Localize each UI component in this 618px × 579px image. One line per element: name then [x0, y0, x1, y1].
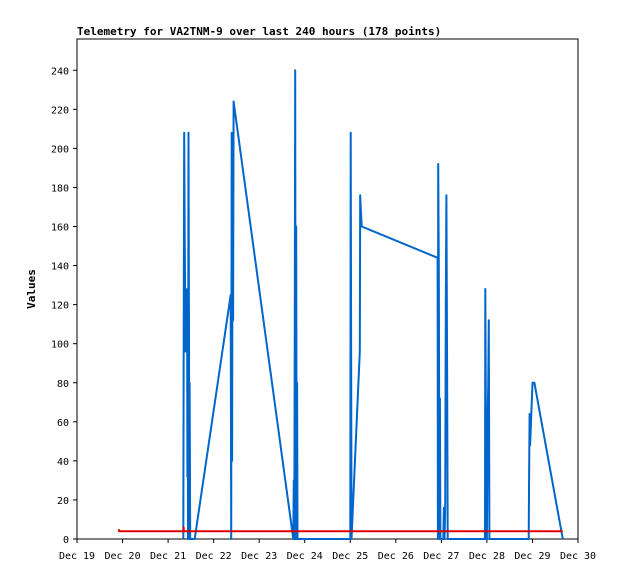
y-tick-label: 0 — [63, 535, 69, 546]
y-tick-label: 180 — [51, 183, 69, 194]
series-line-1 — [117, 526, 563, 533]
series-layer — [117, 69, 564, 540]
chart-title: Telemetry for VA2TNM-9 over last 240 hou… — [77, 25, 441, 38]
x-tick-label: Dec 23 — [241, 551, 277, 562]
x-tick-label: Dec 27 — [423, 551, 459, 562]
x-tick-label: Dec 26 — [378, 551, 414, 562]
x-axis-ticks: Dec 19 Dec 20 Dec 21 Dec 22 Dec 23 Dec 24 Dec … — [59, 539, 596, 562]
y-tick-label: 80 — [57, 379, 69, 390]
series-line-0 — [182, 69, 564, 540]
y-tick-label: 40 — [57, 457, 69, 468]
y-tick-label: 100 — [51, 340, 69, 351]
y-tick-label: 60 — [57, 418, 69, 429]
y-tick-label: 20 — [57, 496, 69, 507]
y-tick-label: 240 — [51, 66, 69, 77]
x-tick-label: Dec 30 — [560, 551, 596, 562]
x-tick-label: Dec 21 — [150, 551, 186, 562]
plot-frame — [76, 38, 579, 540]
x-tick-label: Dec 25 — [332, 551, 368, 562]
x-tick-label: Dec 29 — [514, 551, 550, 562]
y-tick-label: 140 — [51, 262, 69, 273]
x-tick-label: Dec 28 — [469, 551, 505, 562]
y-tick-label: 120 — [51, 301, 69, 312]
y-tick-label: 220 — [51, 105, 69, 116]
x-tick-label: Dec 20 — [104, 551, 140, 562]
y-axis-ticks: 0 20 40 60 80 100 120 140 160 180 200 220 240 — [51, 66, 77, 546]
x-tick-label: Dec 24 — [287, 551, 323, 562]
x-tick-label: Dec 19 — [59, 551, 95, 562]
y-tick-label: 160 — [51, 223, 69, 234]
y-tick-label: 200 — [51, 144, 69, 155]
x-tick-label: Dec 22 — [196, 551, 232, 562]
y-axis-label: Values — [25, 269, 38, 309]
